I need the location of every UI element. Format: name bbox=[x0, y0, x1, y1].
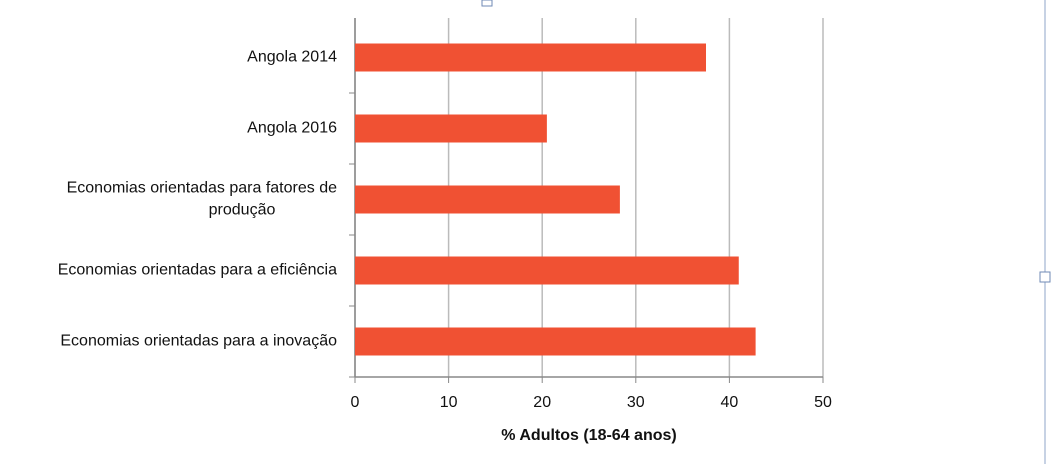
resize-handle bbox=[481, 0, 493, 7]
bar bbox=[355, 114, 547, 143]
x-tick-label: 50 bbox=[814, 394, 832, 411]
y-tick-label: Angola 2014 bbox=[247, 49, 337, 66]
y-tick-label: Economias orientadas para fatores de prod… bbox=[67, 180, 337, 219]
x-tick-label: 0 bbox=[351, 394, 360, 411]
bar bbox=[355, 185, 620, 214]
y-tick-label: Angola 2016 bbox=[247, 120, 337, 137]
bar bbox=[355, 327, 756, 356]
x-tick-label: 20 bbox=[533, 394, 551, 411]
resize-handle bbox=[1039, 271, 1051, 283]
bar bbox=[355, 43, 706, 72]
x-tick-label: 40 bbox=[721, 394, 739, 411]
bar bbox=[355, 256, 739, 285]
x-axis-title: % Adultos (18-64 anos) bbox=[501, 427, 676, 444]
x-tick-label: 10 bbox=[440, 394, 458, 411]
y-tick-label: Economias orientadas para a inovação bbox=[60, 333, 337, 350]
x-tick-label: 30 bbox=[627, 394, 645, 411]
y-tick-label: Economias orientadas para a eficiência bbox=[58, 262, 337, 279]
